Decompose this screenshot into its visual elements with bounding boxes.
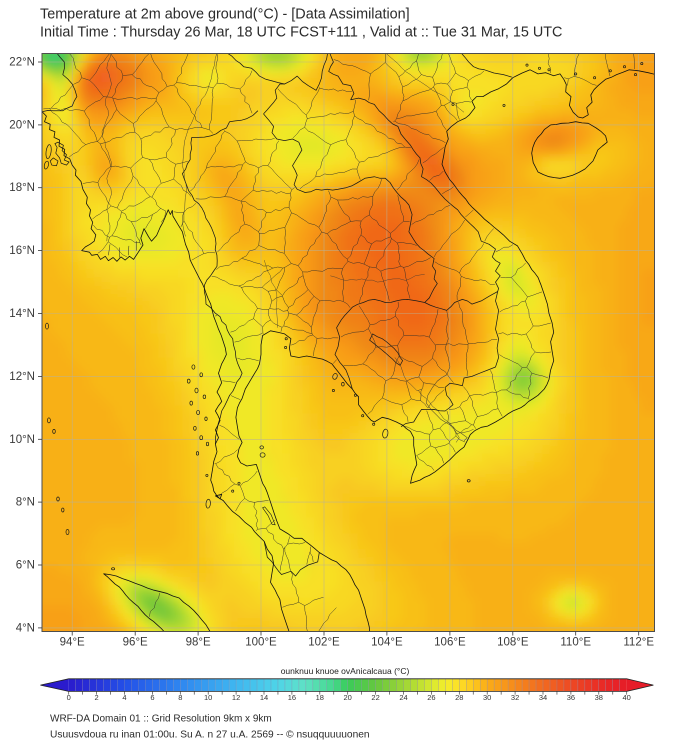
svg-text:6°N: 6°N	[16, 560, 35, 572]
svg-text:28: 28	[455, 693, 463, 702]
svg-text:0: 0	[67, 693, 71, 702]
svg-text:22°N: 22°N	[9, 57, 35, 69]
svg-text:10°N: 10°N	[9, 434, 35, 446]
svg-text:96°E: 96°E	[123, 637, 148, 649]
svg-text:30: 30	[483, 693, 491, 702]
svg-text:14: 14	[260, 693, 268, 702]
svg-text:32: 32	[511, 693, 519, 702]
svg-text:12: 12	[232, 693, 240, 702]
svg-text:Temperature at 2m above ground: Temperature at 2m above ground(°C) - [Da…	[40, 6, 410, 22]
svg-text:112°E: 112°E	[623, 637, 654, 649]
svg-text:26: 26	[427, 693, 435, 702]
svg-text:4: 4	[122, 693, 126, 702]
svg-text:102°E: 102°E	[308, 637, 340, 649]
svg-text:16°N: 16°N	[9, 245, 35, 257]
svg-text:36: 36	[567, 693, 575, 702]
svg-text:22: 22	[371, 693, 379, 702]
svg-text:16: 16	[288, 693, 296, 702]
svg-text:6: 6	[150, 693, 154, 702]
svg-text:106°E: 106°E	[434, 637, 466, 649]
svg-text:8: 8	[178, 693, 182, 702]
svg-text:18°N: 18°N	[9, 182, 35, 194]
svg-text:ounknuu knuoe ovAnicalcaua (°C: ounknuu knuoe ovAnicalcaua (°C)	[281, 666, 410, 676]
svg-text:2: 2	[95, 693, 99, 702]
svg-text:Initial Time : Thursday 26 Mar: Initial Time : Thursday 26 Mar, 18 UTC F…	[40, 24, 562, 40]
svg-text:38: 38	[595, 693, 603, 702]
svg-text:8°N: 8°N	[16, 497, 35, 509]
svg-text:10: 10	[204, 693, 212, 702]
svg-text:12°N: 12°N	[9, 371, 35, 383]
svg-text:WRF-DA Domain 01 :: Grid Resol: WRF-DA Domain 01 :: Grid Resolution 9km …	[50, 714, 272, 725]
svg-text:18: 18	[316, 693, 324, 702]
svg-text:20°N: 20°N	[9, 119, 35, 131]
svg-text:34: 34	[539, 693, 547, 702]
svg-text:Usuusvdoua ru inan 01:00u. Su: Usuusvdoua ru inan 01:00u. Su A. n 27 u.…	[50, 730, 370, 741]
svg-text:98°E: 98°E	[186, 637, 211, 649]
svg-text:14°N: 14°N	[9, 308, 35, 320]
svg-text:108°E: 108°E	[497, 637, 529, 649]
svg-text:20: 20	[344, 693, 352, 702]
svg-text:4°N: 4°N	[16, 622, 35, 634]
svg-text:100°E: 100°E	[245, 637, 277, 649]
svg-text:40: 40	[623, 693, 631, 702]
svg-text:104°E: 104°E	[371, 637, 403, 649]
svg-text:94°E: 94°E	[60, 637, 85, 649]
svg-text:110°E: 110°E	[560, 637, 591, 649]
svg-text:24: 24	[399, 693, 407, 702]
